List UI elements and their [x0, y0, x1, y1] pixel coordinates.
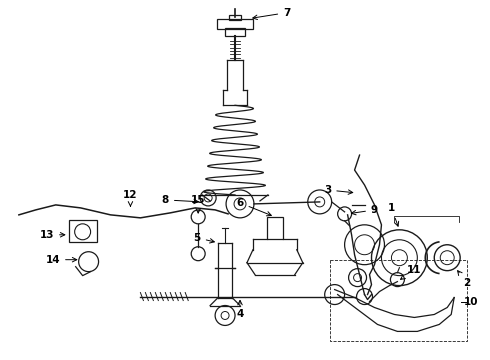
Text: 14: 14: [46, 255, 77, 265]
Text: 15: 15: [191, 195, 205, 213]
Text: 4: 4: [236, 300, 244, 319]
Text: 12: 12: [123, 190, 138, 206]
Text: 3: 3: [324, 185, 353, 195]
Text: 1: 1: [388, 203, 399, 226]
Text: 5: 5: [194, 233, 214, 243]
Text: 10: 10: [464, 297, 478, 306]
Text: 6: 6: [236, 198, 271, 216]
Bar: [229, 15, 241, 20]
Bar: [217, 19, 253, 28]
Text: 8: 8: [162, 195, 198, 205]
Text: 9: 9: [351, 205, 378, 215]
Text: 2: 2: [458, 271, 471, 288]
Text: 11: 11: [400, 265, 421, 279]
Bar: [225, 28, 245, 36]
Bar: [267, 217, 283, 239]
Bar: [330, 260, 467, 341]
Text: 7: 7: [253, 8, 291, 19]
Text: 13: 13: [40, 230, 65, 240]
Bar: [69, 220, 97, 242]
